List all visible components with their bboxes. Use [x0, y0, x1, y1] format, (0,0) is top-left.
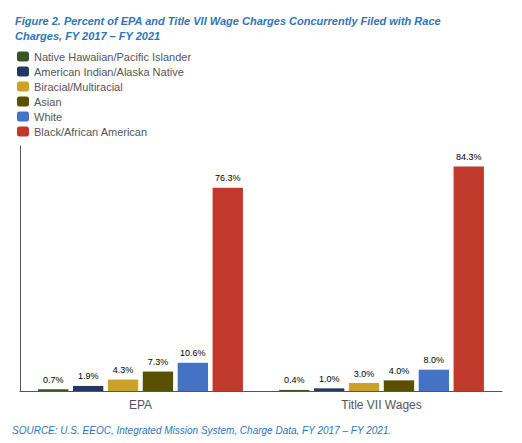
svg-text:76.3%: 76.3%: [215, 173, 241, 183]
svg-text:Asian: Asian: [34, 96, 62, 108]
svg-text:4.3%: 4.3%: [113, 365, 134, 375]
svg-text:White: White: [34, 111, 62, 123]
svg-text:4.0%: 4.0%: [389, 366, 410, 376]
svg-text:Charges, FY 2017 – FY 2021: Charges, FY 2017 – FY 2021: [15, 30, 160, 42]
svg-text:American Indian/Alaska Native: American Indian/Alaska Native: [34, 66, 184, 78]
svg-text:Title VII Wages: Title VII Wages: [341, 398, 421, 412]
svg-text:Figure 2. Percent of EPA and T: Figure 2. Percent of EPA and Title VII W…: [15, 15, 441, 27]
svg-text:Black/African American: Black/African American: [34, 126, 147, 138]
svg-text:0.7%: 0.7%: [43, 375, 64, 385]
svg-text:Biracial/Multiracial: Biracial/Multiracial: [34, 81, 123, 93]
svg-text:Native Hawaiian/Pacific Island: Native Hawaiian/Pacific Islander: [34, 51, 191, 63]
svg-text:10.6%: 10.6%: [180, 348, 206, 358]
svg-text:3.0%: 3.0%: [354, 369, 375, 379]
svg-text:SOURCE: U.S. EEOC, Integrated: SOURCE: U.S. EEOC, Integrated Mission Sy…: [12, 425, 391, 436]
svg-text:1.0%: 1.0%: [319, 374, 340, 384]
svg-text:1.9%: 1.9%: [78, 371, 99, 381]
svg-text:7.3%: 7.3%: [148, 357, 169, 367]
svg-text:84.3%: 84.3%: [456, 152, 482, 162]
svg-text:0.4%: 0.4%: [284, 375, 305, 385]
svg-text:EPA: EPA: [129, 398, 152, 412]
svg-text:8.0%: 8.0%: [424, 355, 445, 365]
